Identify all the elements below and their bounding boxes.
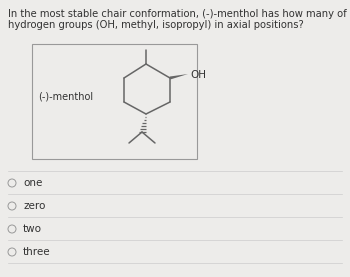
Text: two: two (23, 224, 42, 234)
Text: hydrogen groups (OH, methyl, isopropyl) in axial positions?: hydrogen groups (OH, methyl, isopropyl) … (8, 20, 304, 30)
Text: In the most stable chair conformation, (-)-menthol has how many of the non-: In the most stable chair conformation, (… (8, 9, 350, 19)
Text: one: one (23, 178, 42, 188)
Text: zero: zero (23, 201, 46, 211)
Bar (32, 44, 197, 159)
Text: three: three (23, 247, 51, 257)
Polygon shape (170, 74, 188, 79)
Text: OH: OH (190, 70, 206, 80)
Text: (-)-menthol: (-)-menthol (38, 91, 93, 101)
